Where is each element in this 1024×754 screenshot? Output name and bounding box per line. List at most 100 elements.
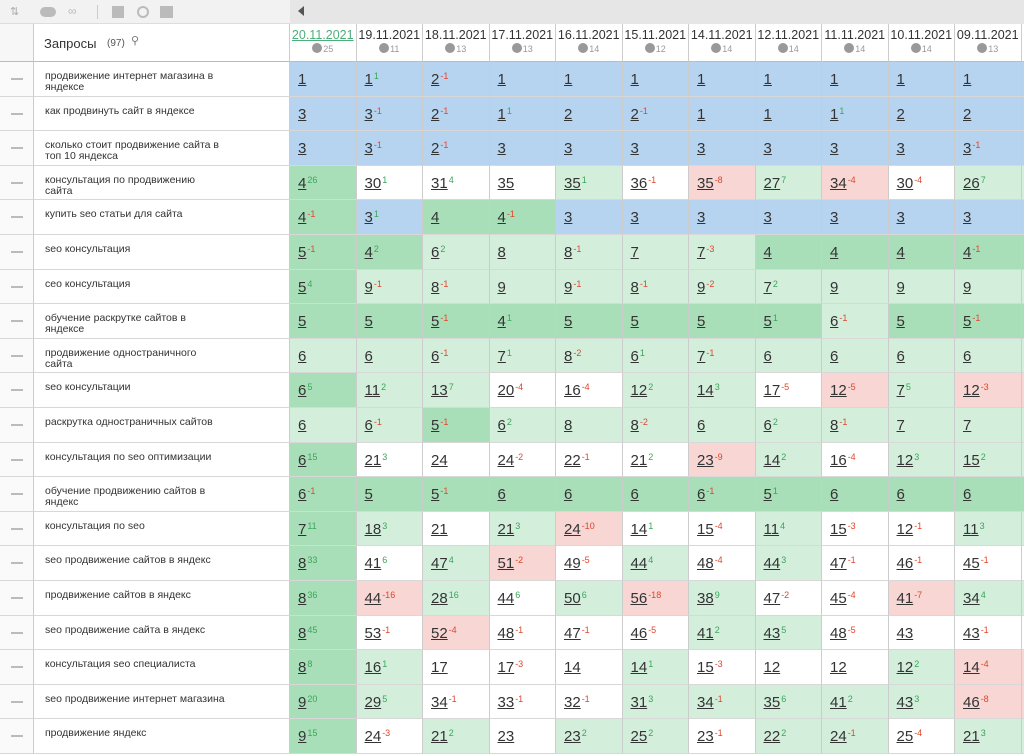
position[interactable]: 43 — [897, 625, 914, 642]
position[interactable]: 8-2 — [564, 348, 581, 365]
query-title[interactable]: Запросы — [44, 36, 96, 51]
position[interactable]: 51 — [764, 486, 778, 503]
remove-icon[interactable] — [11, 147, 23, 149]
position[interactable]: 3 — [298, 106, 306, 123]
position[interactable]: 389 — [697, 590, 720, 607]
position[interactable]: 412 — [697, 625, 720, 642]
position[interactable]: 506 — [564, 590, 587, 607]
position[interactable]: 9 — [897, 279, 905, 296]
position[interactable]: 412 — [830, 694, 853, 711]
position[interactable]: 114 — [764, 521, 786, 538]
position[interactable]: 4-1 — [498, 209, 515, 226]
remove-icon[interactable] — [11, 701, 23, 703]
position[interactable]: 7 — [631, 244, 639, 261]
remove-icon[interactable] — [11, 735, 23, 737]
position[interactable]: 3 — [963, 209, 971, 226]
position[interactable]: 48-4 — [697, 555, 723, 572]
position[interactable]: 845 — [298, 625, 317, 642]
position[interactable]: 7-1 — [697, 348, 714, 365]
position[interactable]: 8-2 — [631, 417, 648, 434]
position[interactable]: 7 — [963, 417, 971, 434]
position[interactable]: 9 — [830, 279, 838, 296]
position[interactable]: 17 — [431, 659, 448, 676]
date[interactable]: 09.11.2021 — [955, 28, 1021, 42]
position[interactable]: 45-4 — [830, 590, 856, 607]
position[interactable]: 2 — [897, 106, 905, 123]
position[interactable]: 15-3 — [697, 659, 723, 676]
position[interactable]: 36-1 — [631, 175, 657, 192]
position[interactable]: 6 — [830, 348, 838, 365]
position[interactable]: 295 — [365, 694, 388, 711]
position[interactable]: 4-1 — [298, 209, 315, 226]
position[interactable]: 12-1 — [897, 521, 923, 538]
position[interactable]: 4 — [764, 244, 772, 261]
position[interactable]: 1 — [764, 71, 772, 88]
remove-icon[interactable] — [11, 632, 23, 634]
position[interactable]: 7 — [897, 417, 905, 434]
position[interactable]: 65 — [298, 382, 312, 399]
position[interactable]: 5 — [298, 313, 306, 330]
position[interactable]: 54 — [298, 279, 312, 296]
position[interactable]: 356 — [764, 694, 787, 711]
position[interactable]: 45-1 — [963, 555, 989, 572]
position[interactable]: 6 — [897, 348, 905, 365]
position[interactable]: 1 — [963, 71, 971, 88]
position[interactable]: 3-1 — [963, 140, 980, 157]
position[interactable]: 2 — [564, 106, 572, 123]
remove-icon[interactable] — [11, 251, 23, 253]
position[interactable]: 615 — [298, 452, 317, 469]
position[interactable]: 2 — [963, 106, 971, 123]
position[interactable]: 433 — [897, 694, 920, 711]
position[interactable]: 6 — [830, 486, 838, 503]
date[interactable]: 14.11.2021 — [689, 28, 755, 42]
position[interactable]: 71 — [498, 348, 512, 365]
chart-icon[interactable] — [160, 6, 173, 18]
position[interactable]: 22-1 — [564, 452, 590, 469]
position[interactable]: 47-2 — [764, 590, 790, 607]
position[interactable]: 62 — [431, 244, 445, 261]
remove-icon[interactable] — [11, 182, 23, 184]
position[interactable]: 2-1 — [631, 106, 648, 123]
remove-icon[interactable] — [11, 389, 23, 391]
position[interactable]: 5 — [365, 486, 373, 503]
position[interactable]: 3 — [564, 209, 572, 226]
position[interactable]: 16-4 — [564, 382, 590, 399]
position[interactable]: 5-1 — [431, 486, 448, 503]
position[interactable]: 31 — [365, 209, 379, 226]
scroll-left[interactable] — [298, 6, 304, 16]
position[interactable]: 3 — [897, 140, 905, 157]
position[interactable]: 833 — [298, 555, 317, 572]
position[interactable]: 474 — [431, 555, 454, 572]
position[interactable]: 446 — [498, 590, 521, 607]
position[interactable]: 42 — [365, 244, 379, 261]
position[interactable]: 416 — [365, 555, 388, 572]
position[interactable]: 6-1 — [298, 486, 315, 503]
position[interactable]: 46-5 — [631, 625, 657, 642]
position[interactable]: 161 — [365, 659, 388, 676]
position[interactable]: 836 — [298, 590, 317, 607]
position[interactable]: 142 — [764, 452, 787, 469]
position[interactable]: 112 — [365, 382, 387, 399]
position[interactable]: 15-4 — [697, 521, 723, 538]
position[interactable]: 12-5 — [830, 382, 856, 399]
position[interactable]: 2-1 — [431, 140, 448, 157]
position[interactable]: 34-4 — [830, 175, 856, 192]
position[interactable]: 15-3 — [830, 521, 856, 538]
date[interactable]: 18.11.2021 — [423, 28, 489, 42]
position[interactable]: 8-1 — [830, 417, 847, 434]
position[interactable]: 14 — [564, 659, 581, 676]
position[interactable]: 5 — [897, 313, 905, 330]
position[interactable]: 6 — [298, 417, 306, 434]
position[interactable]: 152 — [963, 452, 986, 469]
position[interactable]: 24-10 — [564, 521, 595, 538]
position[interactable]: 443 — [764, 555, 787, 572]
toggle-icon[interactable] — [40, 7, 56, 17]
position[interactable]: 11 — [365, 71, 379, 88]
position[interactable]: 46-8 — [963, 694, 989, 711]
position[interactable]: 5 — [365, 313, 373, 330]
date[interactable]: 17.11.2021 — [490, 28, 556, 42]
position[interactable]: 5 — [564, 313, 572, 330]
position[interactable]: 113 — [963, 521, 985, 538]
position[interactable]: 33-1 — [498, 694, 524, 711]
position[interactable]: 5-1 — [963, 313, 980, 330]
